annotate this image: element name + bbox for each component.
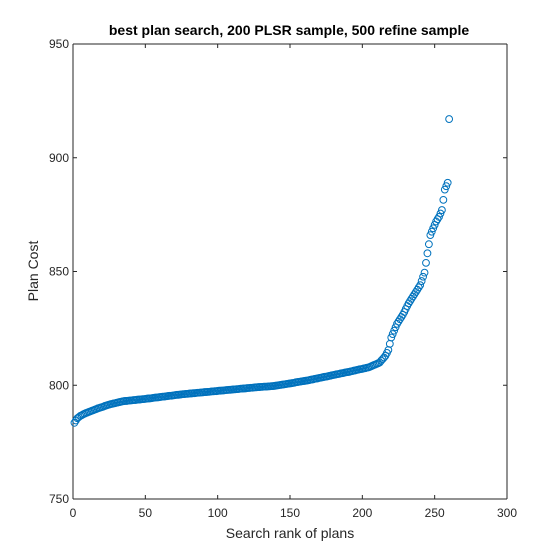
- data-point: [387, 333, 396, 342]
- x-axis-label: Search rank of plans: [226, 525, 354, 541]
- y-tick-label: 750: [49, 492, 69, 506]
- data-point: [429, 224, 438, 233]
- data-point: [443, 178, 452, 187]
- data-point: [388, 330, 397, 338]
- x-tick-label: 250: [425, 506, 445, 520]
- x-tick-label: 100: [208, 506, 228, 520]
- data-point: [426, 231, 435, 240]
- data-point: [436, 209, 445, 218]
- data-point: [438, 206, 446, 214]
- x-tick-label: 0: [70, 506, 77, 520]
- data-point: [439, 195, 448, 204]
- data-point: [390, 326, 399, 335]
- x-tick-label: 300: [497, 506, 517, 520]
- x-tick-label: 200: [352, 506, 372, 520]
- y-ticks: 750 800 850 900 950: [49, 37, 507, 506]
- y-tick-label: 800: [49, 378, 69, 392]
- plot-area: [73, 44, 507, 499]
- data-point: [427, 227, 436, 236]
- chart-title: best plan search, 200 PLSR sample, 500 r…: [109, 22, 469, 38]
- data-point: [423, 249, 432, 258]
- data-point: [424, 240, 433, 249]
- y-tick-label: 850: [49, 265, 69, 279]
- x-ticks: 0 50 100 150 200 250 300: [70, 44, 517, 520]
- data-point: [440, 185, 449, 194]
- data-point: [420, 268, 429, 277]
- data-point: [422, 258, 430, 267]
- data-point: [414, 283, 423, 292]
- data-points: [70, 115, 454, 427]
- data-point: [435, 213, 443, 221]
- y-tick-label: 950: [49, 37, 69, 51]
- y-tick-label: 900: [49, 151, 69, 165]
- data-point: [417, 277, 426, 285]
- data-point: [445, 115, 454, 123]
- data-point: [419, 272, 427, 281]
- data-point: [416, 281, 425, 290]
- y-axis-label: Plan Cost: [25, 241, 41, 302]
- x-tick-label: 150: [280, 506, 300, 520]
- data-point: [442, 182, 451, 191]
- x-tick-label: 50: [139, 506, 153, 520]
